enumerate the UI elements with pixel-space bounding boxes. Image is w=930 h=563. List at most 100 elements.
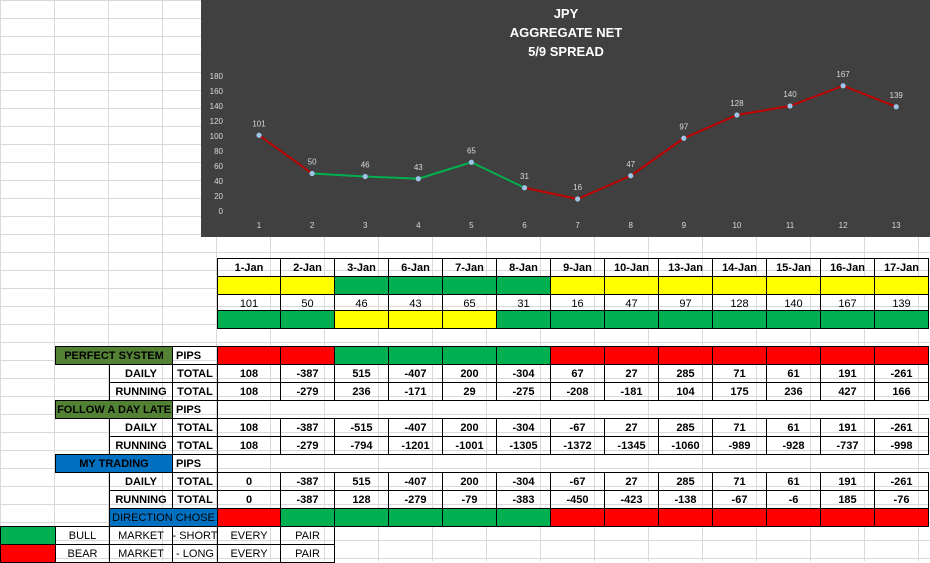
- pip-color-cell: [550, 454, 605, 473]
- pip-color-cell: [658, 454, 713, 473]
- daily-value: 200: [442, 364, 497, 383]
- running-value: -171: [388, 382, 443, 401]
- pip-color-cell: [496, 400, 551, 419]
- y-tick-label: 100: [210, 132, 224, 141]
- data-label: 16: [573, 183, 582, 192]
- x-tick-label: 1: [257, 221, 262, 230]
- date-header: 13-Jan: [658, 258, 713, 277]
- running-value: -423: [604, 490, 659, 509]
- direction-color-cell: [604, 508, 659, 527]
- running-value: -279: [388, 490, 443, 509]
- pip-color-cell: [604, 346, 659, 365]
- running-value: -737: [820, 436, 875, 455]
- running-value: 108: [217, 436, 281, 455]
- date-header: 1-Jan: [217, 258, 281, 277]
- pip-color-cell: [496, 454, 551, 473]
- date-header: 14-Jan: [712, 258, 767, 277]
- running-value: -794: [334, 436, 389, 455]
- direction-color-cell: [658, 508, 713, 527]
- signal-cell-bottom: [280, 310, 335, 329]
- direction-color-cell: [766, 508, 821, 527]
- total-label: TOTAL: [172, 418, 218, 437]
- data-label: 43: [414, 163, 423, 172]
- x-tick-label: 6: [522, 221, 527, 230]
- running-value: -67: [712, 490, 767, 509]
- running-value: -138: [658, 490, 713, 509]
- pip-color-cell: [820, 346, 875, 365]
- running-value: 175: [712, 382, 767, 401]
- date-header: 16-Jan: [820, 258, 875, 277]
- x-tick-label: 10: [732, 221, 741, 230]
- legend-text: PAIR: [280, 544, 335, 563]
- direction-color-cell: [442, 508, 497, 527]
- direction-color-cell: [334, 508, 389, 527]
- series-line-segment: [312, 172, 366, 178]
- data-point: [256, 132, 262, 138]
- date-header: 10-Jan: [604, 258, 659, 277]
- y-tick-label: 120: [210, 117, 224, 126]
- daily-value: 191: [820, 364, 875, 383]
- data-point: [468, 159, 474, 165]
- signal-cell-bottom: [442, 310, 497, 329]
- date-header: 8-Jan: [496, 258, 551, 277]
- pip-color-cell: [604, 400, 659, 419]
- direction-label: DIRECTION CHOSE: [109, 508, 218, 527]
- pip-color-cell: [388, 400, 443, 419]
- direction-color-cell: [496, 508, 551, 527]
- running-value: -181: [604, 382, 659, 401]
- legend-text: BULL: [55, 526, 110, 545]
- daily-value: 0: [217, 472, 281, 491]
- pip-color-cell: [712, 400, 767, 419]
- legend-swatch: [0, 544, 56, 563]
- signal-cell-bottom: [604, 310, 659, 329]
- direction-color-cell: [388, 508, 443, 527]
- running-value: -79: [442, 490, 497, 509]
- y-tick-label: 140: [210, 102, 224, 111]
- daily-value: 285: [658, 472, 713, 491]
- running-value: -279: [280, 382, 335, 401]
- daily-value: 191: [820, 472, 875, 491]
- data-point: [840, 83, 846, 89]
- series-line-segment: [365, 175, 419, 180]
- daily-label: DAILY: [109, 364, 173, 383]
- chart-title-line-3: 5/9 SPREAD: [528, 44, 604, 59]
- signal-cell-top: [442, 276, 497, 295]
- pip-color-cell: [280, 454, 335, 473]
- running-value: 104: [658, 382, 713, 401]
- daily-value: 71: [712, 418, 767, 437]
- signal-cell-bottom: [334, 310, 389, 329]
- line-chart: JPY AGGREGATE NET 5/9 SPREAD 0 20 40 60 80 10…: [201, 0, 930, 237]
- daily-value: -261: [874, 418, 929, 437]
- x-tick-label: 4: [416, 221, 421, 230]
- pip-color-cell: [874, 454, 929, 473]
- running-value: -383: [496, 490, 551, 509]
- data-point: [309, 170, 315, 177]
- signal-cell-top: [280, 276, 335, 295]
- y-tick-label: 160: [210, 87, 224, 96]
- signal-cell-bottom: [217, 310, 281, 329]
- running-label: RUNNING: [109, 436, 173, 455]
- direction-color-cell: [550, 508, 605, 527]
- daily-value: -407: [388, 364, 443, 383]
- running-value: -1305: [496, 436, 551, 455]
- running-value: 0: [217, 490, 281, 509]
- data-point: [415, 176, 421, 182]
- running-value: -1345: [604, 436, 659, 455]
- data-label: 31: [520, 172, 529, 181]
- daily-value: 191: [820, 418, 875, 437]
- daily-value: 200: [442, 418, 497, 437]
- date-header: 6-Jan: [388, 258, 443, 277]
- daily-value: 61: [766, 364, 821, 383]
- data-label: 139: [890, 91, 904, 100]
- running-value: 166: [874, 382, 929, 401]
- running-value: 185: [820, 490, 875, 509]
- daily-label: DAILY: [109, 472, 173, 491]
- pip-color-cell: [550, 346, 605, 365]
- series-line-segment: [789, 84, 844, 107]
- signal-cell-bottom: [388, 310, 443, 329]
- direction-color-cell: [217, 508, 281, 527]
- data-point: [575, 196, 581, 202]
- chart-title-line-2: AGGREGATE NET: [510, 25, 622, 40]
- pip-color-cell: [334, 346, 389, 365]
- data-label: 46: [361, 161, 370, 170]
